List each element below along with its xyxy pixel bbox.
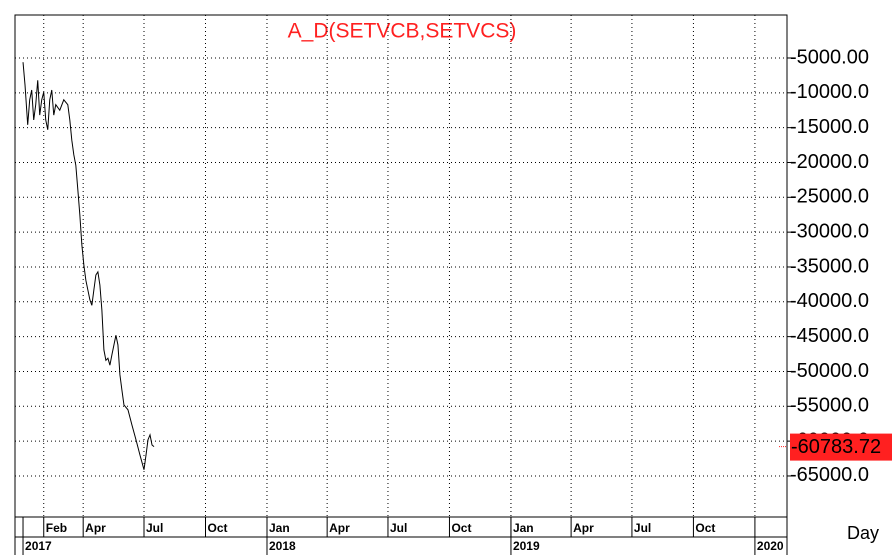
x-tick-label: Jul — [390, 521, 407, 535]
y-tick-label: -50000.0 — [790, 360, 869, 382]
y-tick-label: -5000.00 — [790, 46, 869, 68]
year-tick-label: 2020 — [757, 539, 784, 553]
y-tick-label: -45000.0 — [790, 325, 869, 347]
x-tick-label: Apr — [329, 521, 350, 535]
x-tick-label: Oct — [451, 521, 471, 535]
y-tick-label: -15000.0 — [790, 116, 869, 138]
y-tick-label: -20000.0 — [790, 151, 869, 173]
x-tick-label: Jan — [269, 521, 290, 535]
last-value-label: -60783.72 — [791, 436, 881, 458]
y-tick-label: -30000.0 — [790, 220, 869, 242]
chart-title: A_D(SETVCB,SETVCS) — [288, 20, 517, 43]
x-axis-label: Day — [847, 523, 879, 543]
x-tick-label: Jul — [634, 521, 651, 535]
last-value-badge — [790, 433, 892, 461]
x-tick-label: Oct — [695, 521, 715, 535]
y-tick-label: -65000.0 — [790, 464, 869, 486]
x-tick-label: Apr — [85, 521, 106, 535]
y-tick-label: -40000.0 — [790, 290, 869, 312]
year-tick-label: 2017 — [25, 539, 52, 553]
series-line — [22, 62, 155, 470]
plot-frame — [14, 14, 788, 518]
year-tick-label: 2018 — [269, 539, 296, 553]
y-tick-label: -25000.0 — [790, 186, 869, 208]
year-tick-label: 2019 — [513, 539, 540, 553]
x-tick-label: Apr — [573, 521, 594, 535]
x-tick-label: Jul — [146, 521, 163, 535]
x-tick-label: Jan — [513, 521, 534, 535]
x-tick-label: Oct — [207, 521, 227, 535]
y-tick-label: -35000.0 — [790, 255, 869, 277]
x-tick-label: Feb — [46, 521, 67, 535]
y-tick-label: -55000.0 — [790, 395, 869, 417]
y-tick-label: -10000.0 — [790, 81, 869, 103]
